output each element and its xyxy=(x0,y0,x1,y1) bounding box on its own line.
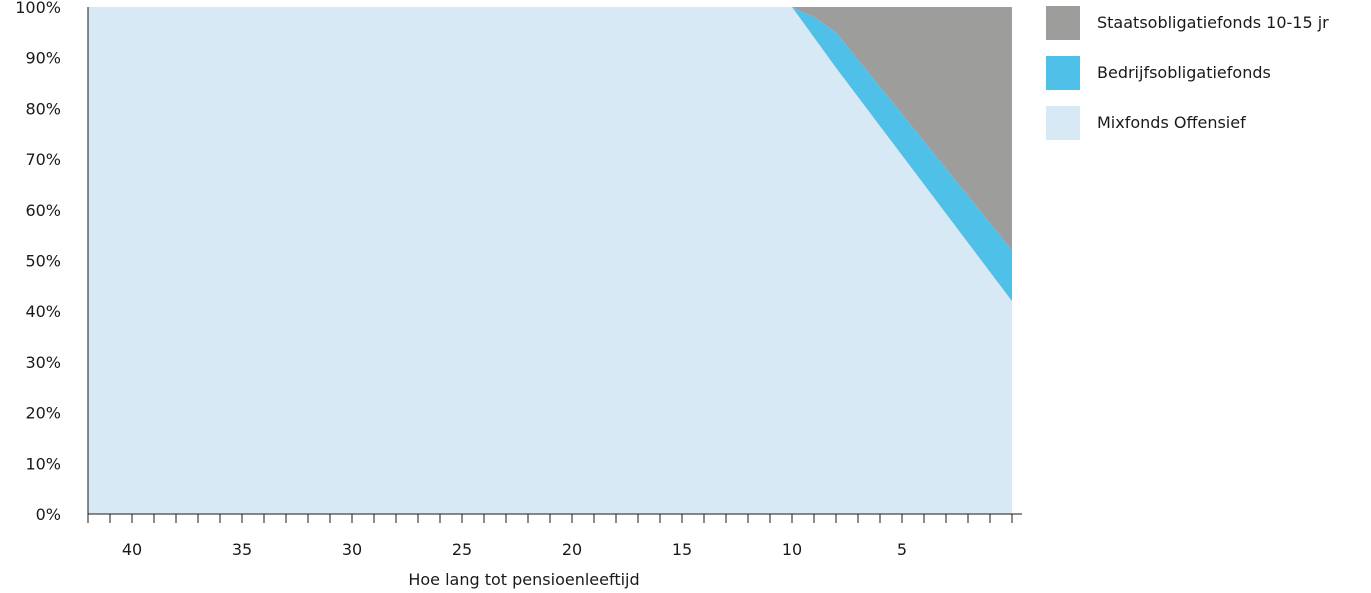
y-tick-label: 40% xyxy=(25,302,61,321)
x-tick-label: 25 xyxy=(452,540,472,559)
axes-group xyxy=(87,7,1022,515)
area-mixfonds-offensief xyxy=(88,7,1012,514)
legend-label-staatsobligatiefonds: Staatsobligatiefonds 10-15 jr xyxy=(1097,13,1329,32)
area-series-group xyxy=(88,7,1012,514)
y-tick-label: 0% xyxy=(36,505,61,524)
x-tick-label: 10 xyxy=(782,540,802,559)
legend-swatch-staatsobligatiefonds xyxy=(1046,6,1080,40)
y-tick-label: 50% xyxy=(25,252,61,271)
y-tick-label: 20% xyxy=(25,404,61,423)
y-axis-ticks: 0% 10% 20% 30% 40% 50% 60% 70% 80% 90% 100% xyxy=(15,0,61,524)
x-axis-title: Hoe lang tot pensioenleeftijd xyxy=(408,570,639,589)
x-tick-label: 15 xyxy=(672,540,692,559)
y-tick-label: 30% xyxy=(25,353,61,372)
y-tick-label: 70% xyxy=(25,150,61,169)
x-tick-label: 40 xyxy=(122,540,142,559)
legend-swatch-bedrijfsobligatiefonds xyxy=(1046,56,1080,90)
y-tick-label: 80% xyxy=(25,99,61,118)
x-tick-label: 35 xyxy=(232,540,252,559)
y-tick-label: 60% xyxy=(25,201,61,220)
x-tick-label: 30 xyxy=(342,540,362,559)
y-tick-label: 100% xyxy=(15,0,61,17)
area-staatsobligatiefonds-10-15-jr xyxy=(88,7,1012,251)
legend-label-mixfonds-offensief: Mixfonds Offensief xyxy=(1097,113,1246,132)
legend-label-bedrijfsobligatiefonds: Bedrijfsobligatiefonds xyxy=(1097,63,1271,82)
y-tick-label: 10% xyxy=(25,454,61,473)
legend-swatch-mixfonds-offensief xyxy=(1046,106,1080,140)
x-tick-label: 5 xyxy=(897,540,907,559)
x-tick-label: 20 xyxy=(562,540,582,559)
x-axis-ticks: 40 35 30 25 20 15 10 5 xyxy=(87,514,1013,559)
y-tick-label: 90% xyxy=(25,49,61,68)
